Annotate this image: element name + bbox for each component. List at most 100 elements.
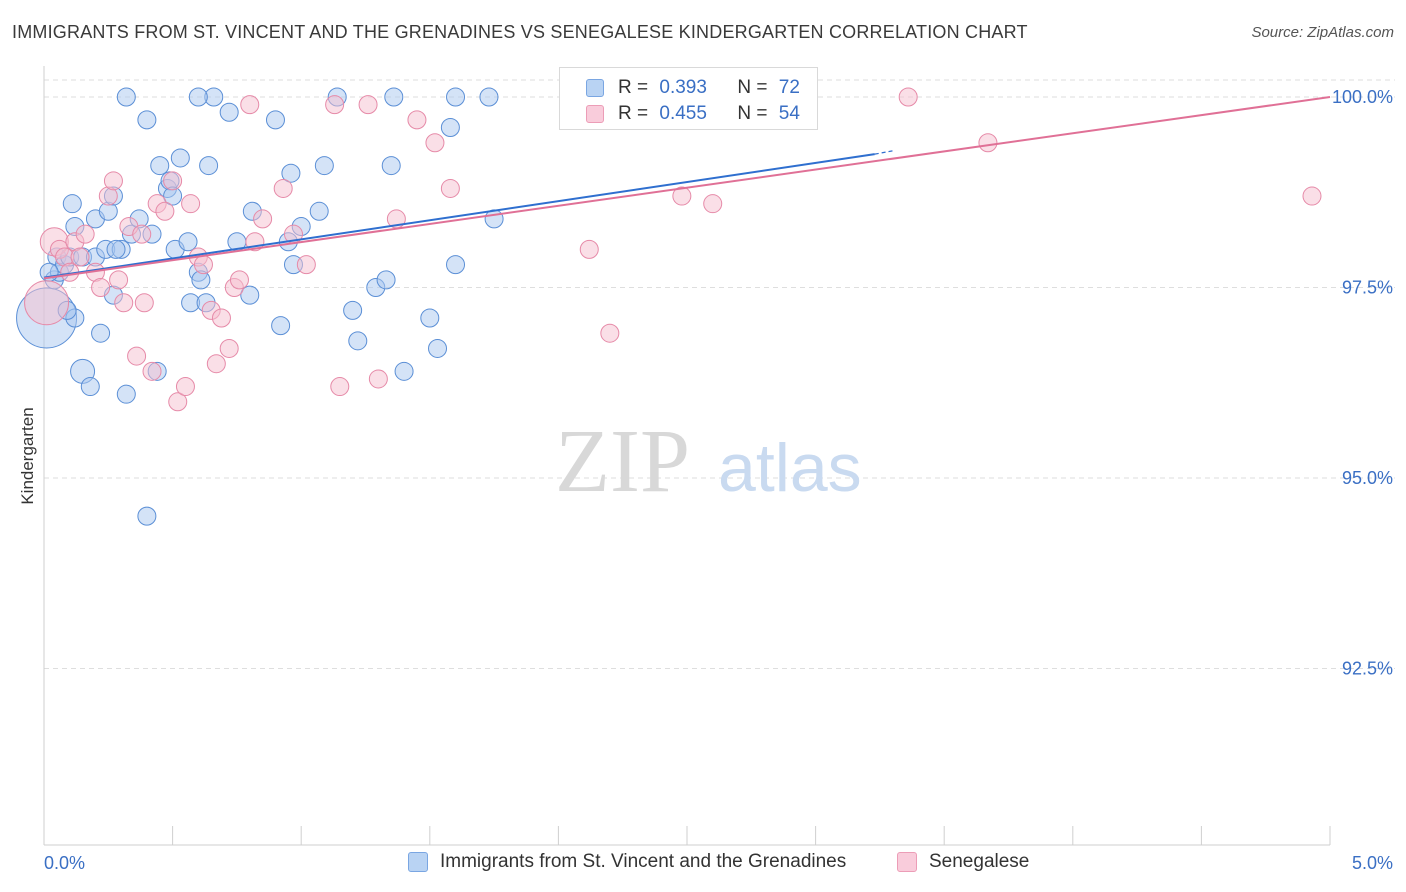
series-immigrants-points	[16, 87, 504, 526]
data-point-senegalese	[142, 361, 162, 381]
data-point-senegalese	[132, 224, 152, 244]
data-point-senegalese	[114, 293, 134, 313]
x-tick-label: 0.0%	[44, 853, 85, 873]
legend-item-senegalese[interactable]: Senegalese	[897, 851, 1029, 873]
data-point-immigrants	[281, 163, 301, 183]
data-point-senegalese	[193, 255, 213, 275]
data-point-senegalese	[219, 338, 239, 358]
legend-label-senegalese: Senegalese	[929, 851, 1030, 872]
data-point-senegalese	[70, 247, 90, 267]
legend-n-label: N =	[737, 77, 768, 98]
legend-label-immigrants: Immigrants from St. Vincent and the Gren…	[440, 851, 847, 872]
data-point-immigrants	[265, 110, 285, 130]
y-tick-label: 92.5%	[1342, 659, 1393, 679]
watermark-zip: ZIP	[555, 412, 690, 511]
data-point-immigrants	[106, 239, 126, 259]
data-point-senegalese	[229, 270, 249, 290]
series-senegalese-points	[24, 87, 1322, 412]
data-point-senegalese	[24, 280, 70, 326]
grid-lines	[44, 79, 1395, 669]
data-point-senegalese	[127, 346, 147, 366]
legend-row-immigrants: R = 0.393 N = 72	[586, 76, 800, 100]
data-point-immigrants	[309, 201, 329, 221]
legend-item-immigrants[interactable]: Immigrants from St. Vincent and the Gren…	[408, 851, 846, 873]
data-point-senegalese	[672, 186, 692, 206]
legend-swatch-pink	[897, 852, 917, 872]
data-point-senegalese	[978, 133, 998, 153]
data-point-senegalese	[358, 95, 378, 115]
data-point-immigrants	[240, 285, 260, 305]
data-point-senegalese	[579, 239, 599, 259]
trend-line-immigrants	[43, 153, 875, 279]
legend-row-senegalese: R = 0.455 N = 54	[586, 102, 800, 126]
data-point-senegalese	[330, 377, 350, 397]
legend-swatch-blue	[586, 79, 604, 97]
data-point-senegalese	[75, 224, 95, 244]
data-point-immigrants	[376, 270, 396, 290]
x-tick-label: 5.0%	[1352, 853, 1393, 873]
data-point-immigrants	[116, 384, 136, 404]
data-point-immigrants	[446, 255, 466, 275]
data-point-senegalese	[898, 87, 918, 107]
data-point-senegalese	[181, 194, 201, 214]
y-tick-label: 97.5%	[1342, 278, 1393, 298]
data-point-senegalese	[703, 194, 723, 214]
data-point-senegalese	[168, 392, 188, 412]
data-point-senegalese	[368, 369, 388, 389]
data-point-immigrants	[384, 87, 404, 107]
legend-r-label: R =	[618, 103, 649, 124]
data-point-senegalese	[1302, 186, 1322, 206]
data-point-immigrants	[479, 87, 499, 107]
data-point-senegalese	[155, 201, 175, 221]
data-point-senegalese	[240, 95, 260, 115]
data-point-immigrants	[199, 156, 219, 176]
data-point-immigrants	[137, 110, 157, 130]
data-point-immigrants	[116, 87, 136, 107]
data-point-immigrants	[91, 323, 111, 343]
legend-swatch-blue	[408, 852, 428, 872]
data-point-senegalese	[600, 323, 620, 343]
data-point-senegalese	[91, 278, 111, 297]
data-point-senegalese	[163, 171, 183, 191]
data-point-immigrants	[381, 156, 401, 176]
data-point-senegalese	[134, 293, 154, 313]
data-point-immigrants	[348, 331, 368, 351]
data-point-senegalese	[109, 270, 129, 290]
watermark: ZIP atlas	[555, 412, 862, 511]
legend-r-value: 0.455	[659, 103, 707, 124]
data-point-immigrants	[62, 194, 82, 214]
y-tick-label: 95.0%	[1342, 468, 1393, 488]
legend-r-label: R =	[618, 77, 649, 98]
data-point-immigrants	[271, 316, 291, 336]
data-point-senegalese	[296, 255, 316, 275]
data-point-immigrants	[219, 102, 239, 122]
data-point-immigrants	[343, 300, 363, 320]
legend-n-value: 54	[778, 103, 800, 124]
chart-title: IMMIGRANTS FROM ST. VINCENT AND THE GREN…	[12, 22, 1028, 42]
data-point-senegalese	[103, 171, 123, 191]
data-point-senegalese	[425, 133, 445, 153]
data-point-immigrants	[178, 232, 198, 252]
data-point-immigrants	[428, 338, 448, 358]
axes	[43, 66, 1331, 846]
data-point-senegalese	[325, 95, 345, 115]
legend-n-label: N =	[737, 103, 768, 124]
trend-lines	[43, 96, 1331, 280]
y-tick-label: 100.0%	[1332, 87, 1393, 107]
stats-legend: R = 0.393 N = 72 R = 0.455 N = 54	[559, 67, 818, 130]
trend-line-senegalese	[43, 96, 1331, 280]
data-point-senegalese	[407, 110, 427, 130]
data-point-immigrants	[80, 377, 100, 397]
data-point-senegalese	[273, 178, 293, 198]
data-point-senegalese	[206, 354, 226, 374]
series-legend: Immigrants from St. Vincent and the Gren…	[0, 851, 1406, 879]
legend-n-value: 72	[778, 77, 800, 98]
data-point-immigrants	[170, 148, 190, 168]
data-point-senegalese	[175, 377, 195, 397]
data-point-immigrants	[420, 308, 440, 328]
legend-swatch-pink	[586, 105, 604, 123]
watermark-atlas: atlas	[718, 430, 862, 506]
tick-labels: 92.5% 95.0% 97.5% 100.0% 0.0% 5.0%	[44, 87, 1393, 873]
data-point-immigrants	[440, 117, 460, 137]
source-label: Source: ZipAtlas.com	[1251, 24, 1394, 41]
